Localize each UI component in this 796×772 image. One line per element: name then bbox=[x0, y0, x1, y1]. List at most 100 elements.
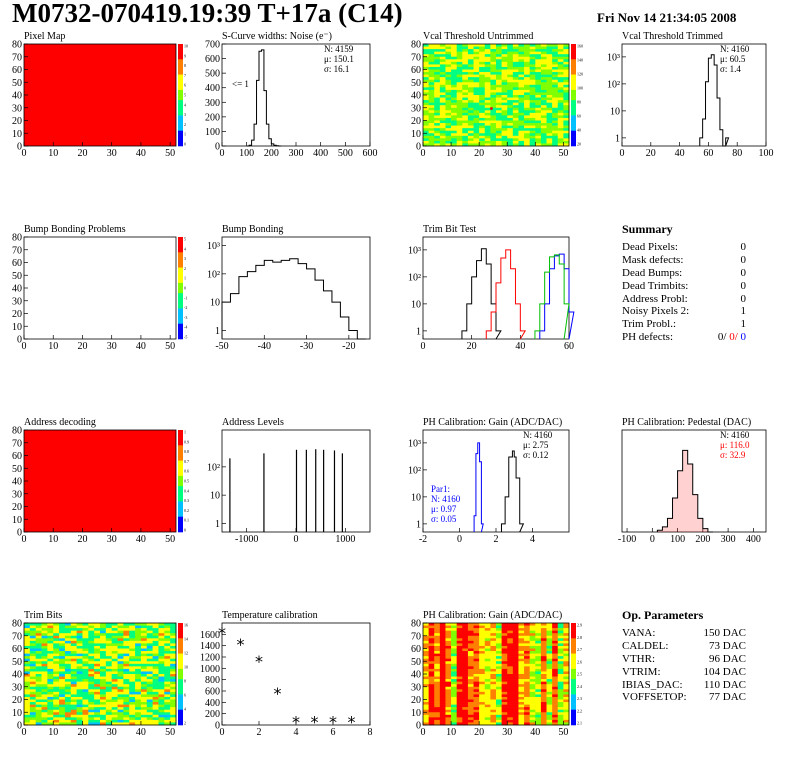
y-tick-label: 1 bbox=[416, 519, 421, 530]
heatmap-cell bbox=[111, 648, 118, 652]
color-scale-label: 2.4 bbox=[577, 684, 582, 689]
color-scale-cell bbox=[571, 92, 576, 96]
heatmap-cell bbox=[35, 702, 42, 705]
heatmap-cell bbox=[462, 712, 469, 716]
heatmap-cell bbox=[467, 704, 474, 708]
heatmap-cell bbox=[512, 135, 519, 139]
heatmap-cell bbox=[428, 645, 435, 649]
stats-line: N: 4160 bbox=[523, 430, 553, 440]
heatmap-cell bbox=[467, 123, 474, 126]
heatmap-cell bbox=[152, 625, 159, 629]
heatmap-cell bbox=[423, 138, 429, 142]
heatmap-cell bbox=[94, 640, 101, 644]
heatmap-cell bbox=[423, 59, 429, 63]
heatmap-cell bbox=[59, 691, 66, 695]
heatmap-cell bbox=[529, 653, 536, 657]
heatmap-cell bbox=[462, 133, 469, 137]
heatmap-cell bbox=[47, 623, 54, 626]
heatmap-cell bbox=[557, 628, 564, 631]
heatmap-cell bbox=[164, 648, 171, 652]
heatmap-cell bbox=[100, 645, 107, 649]
heatmap-cell bbox=[100, 714, 107, 718]
heatmap-cell bbox=[451, 69, 457, 73]
color-scale-cell bbox=[178, 722, 183, 726]
heatmap-cell bbox=[423, 84, 429, 88]
color-scale-cell bbox=[571, 648, 576, 652]
heatmap-cell bbox=[59, 635, 66, 639]
heatmap-cell bbox=[512, 704, 519, 708]
color-scale-cell bbox=[178, 468, 183, 472]
heatmap-cell bbox=[518, 72, 525, 75]
heatmap-cell bbox=[41, 719, 48, 723]
heatmap-cell bbox=[451, 704, 457, 708]
heatmap-cell bbox=[557, 82, 564, 86]
heatmap-cell bbox=[158, 689, 165, 693]
heatmap-cell bbox=[434, 46, 441, 50]
heatmap-cell bbox=[146, 643, 153, 647]
color-scale-cell bbox=[571, 712, 576, 716]
heatmap-cell bbox=[164, 668, 171, 672]
heatmap-cell bbox=[473, 640, 480, 644]
heatmap-cell bbox=[129, 635, 136, 639]
heatmap-cell bbox=[29, 630, 36, 634]
heatmap-cell bbox=[94, 676, 101, 680]
summary-box-15: Op. Parameters VANA: 150 DAC CALDEL: 73 DAC V… bbox=[622, 608, 746, 704]
heatmap-cell bbox=[479, 66, 486, 70]
heatmap-cell bbox=[129, 686, 136, 690]
heatmap-cell bbox=[94, 625, 101, 629]
heatmap-cell bbox=[35, 704, 42, 708]
color-scale-cell bbox=[178, 237, 183, 240]
heatmap-cell bbox=[434, 117, 441, 121]
heatmap-cell bbox=[152, 658, 159, 662]
color-scale-cell bbox=[178, 486, 183, 489]
heatmap-cell bbox=[428, 656, 435, 659]
heatmap-cell bbox=[467, 82, 474, 86]
heatmap-cell bbox=[170, 668, 177, 672]
heatmap-cell bbox=[164, 676, 171, 680]
heatmap-cell bbox=[100, 638, 107, 642]
heatmap-cell bbox=[164, 656, 171, 659]
heatmap-cell bbox=[462, 717, 469, 721]
heatmap-cell bbox=[529, 694, 536, 698]
heatmap-cell bbox=[552, 143, 559, 147]
heatmap-cell bbox=[423, 89, 429, 93]
heatmap-cell bbox=[501, 140, 508, 144]
heatmap-cell bbox=[529, 704, 536, 708]
heatmap-cell bbox=[512, 653, 519, 657]
heatmap-cell bbox=[484, 643, 491, 647]
heatmap-cell bbox=[129, 714, 136, 718]
heatmap-cell bbox=[146, 651, 153, 654]
heatmap-cell bbox=[451, 709, 457, 713]
heatmap-cell bbox=[456, 87, 463, 91]
heatmap-cell bbox=[484, 84, 491, 88]
heatmap-cell bbox=[535, 653, 542, 657]
heatmap-cell bbox=[535, 120, 542, 124]
color-scale-cell bbox=[571, 112, 576, 116]
heatmap-cell bbox=[540, 66, 547, 70]
heatmap-cell bbox=[439, 77, 446, 80]
heatmap-cell bbox=[41, 709, 48, 713]
heatmap-cell bbox=[76, 676, 83, 680]
summary-value: 0/ 0/ 0 bbox=[718, 331, 746, 343]
heatmap-cell bbox=[164, 704, 171, 708]
heatmap-cell bbox=[76, 630, 83, 634]
x-tick-label: 30 bbox=[502, 727, 512, 738]
color-scale-cell bbox=[178, 270, 183, 273]
heatmap-cell bbox=[428, 648, 435, 652]
heatmap-cell bbox=[170, 663, 177, 667]
heatmap-cell bbox=[29, 645, 36, 649]
color-scale-cell bbox=[571, 44, 576, 47]
heatmap-cell bbox=[546, 97, 553, 101]
heatmap-cell bbox=[546, 115, 553, 119]
color-scale-cell bbox=[178, 529, 183, 533]
heatmap-cell bbox=[123, 699, 130, 703]
heatmap-cell bbox=[111, 717, 118, 721]
heatmap-cell bbox=[484, 699, 491, 703]
heatmap-cell bbox=[524, 661, 530, 665]
heatmap-cell bbox=[557, 100, 564, 103]
histogram-line bbox=[500, 450, 525, 533]
heatmap-cell bbox=[82, 684, 89, 688]
heatmap-cell bbox=[512, 709, 519, 713]
heatmap-cell bbox=[439, 123, 446, 126]
